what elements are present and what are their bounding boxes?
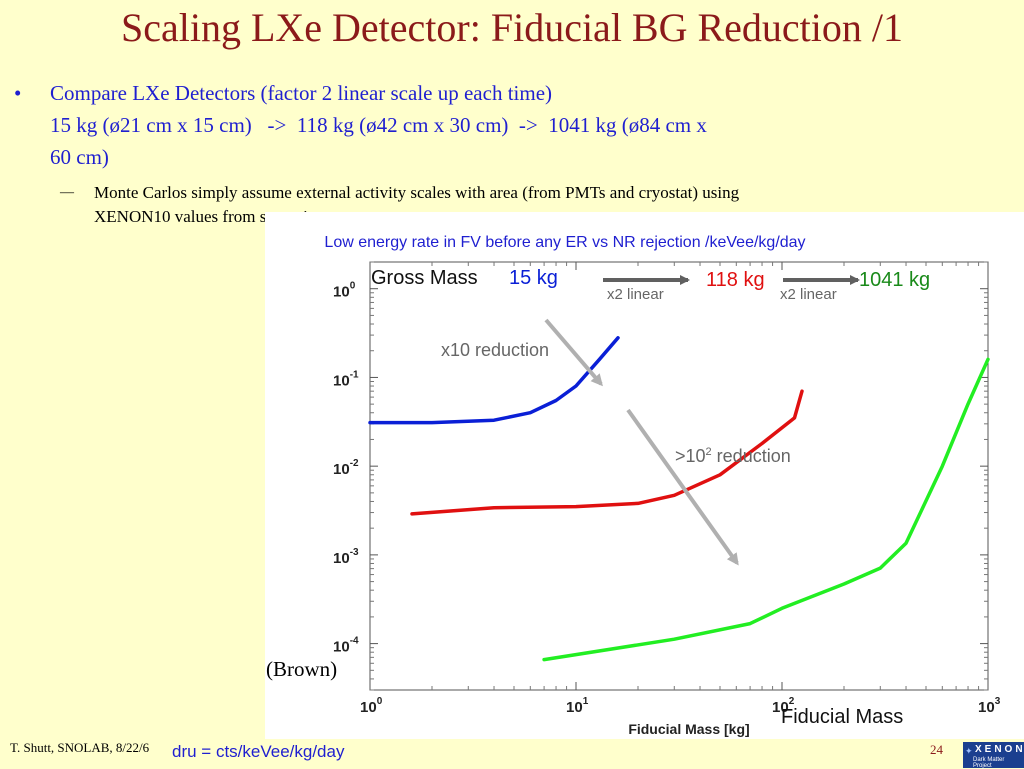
series-line-1041-kg	[542, 357, 990, 662]
reduction-arrow-2	[626, 408, 739, 566]
bullet-line-2: 15 kg (ø21 cm x 15 cm) -> 118 kg (ø42 cm…	[50, 113, 707, 137]
reduction-100-label: >102 reduction	[675, 446, 791, 466]
series-layer	[368, 336, 990, 662]
bullet-line-3: 60 cm)	[50, 145, 109, 169]
plot-frame	[369, 261, 989, 691]
sub-bullet-line-1: Monte Carlos simply assume external acti…	[94, 183, 740, 202]
series-line-15-kg	[368, 336, 620, 425]
bullet-marker: •	[14, 81, 22, 105]
y-tick-label: 100	[333, 281, 356, 301]
logo-subtext: Dark Matter Project	[973, 757, 1005, 769]
x-tick-label: 100	[360, 696, 383, 716]
x-axis-label-large: Fiducial Mass	[781, 706, 903, 728]
annotation-layer: Gross Mass 15 kg 118 kg 1041 kg x2 linea…	[266, 267, 930, 737]
reduction-arrow-1	[544, 318, 603, 387]
logo-mark-icon: ✦	[965, 746, 973, 756]
y-tick-label: 10-4	[333, 636, 359, 656]
axes-layer: 100 101 102 103 100 10-1 10-2 10-3 10-4	[333, 261, 1001, 716]
brown-credit: (Brown)	[266, 657, 337, 681]
background-rate-chart: Low energy rate in FV before any ER vs N…	[266, 234, 1001, 737]
chart-title: Low energy rate in FV before any ER vs N…	[324, 234, 805, 251]
y-tick-label: 10-3	[333, 547, 359, 567]
series-label-1041kg: 1041 kg	[859, 269, 930, 291]
footer-unit-note: dru = cts/keVee/kg/day	[172, 742, 345, 761]
page-number: 24	[930, 742, 943, 757]
gross-mass-label: Gross Mass	[371, 267, 478, 289]
series-label-118kg: 118 kg	[706, 269, 765, 291]
series-label-15kg: 15 kg	[509, 267, 558, 289]
y-tick-label: 10-2	[333, 458, 359, 478]
x10-reduction-label: x10 reduction	[441, 340, 549, 360]
x-axis-label: Fiducial Mass [kg]	[628, 721, 749, 737]
x2-linear-label-2: x2 linear	[780, 286, 837, 303]
footer-author: T. Shutt, SNOLAB, 8/22/6	[10, 740, 150, 755]
series-line-118-kg	[410, 389, 804, 516]
x-tick-label: 102	[772, 696, 795, 716]
xenon-logo: ✦ XENON Dark Matter Project	[963, 742, 1024, 769]
sub-bullet-marker: —	[60, 185, 74, 200]
bullet-line-1: Compare LXe Detectors (factor 2 linear s…	[50, 81, 553, 105]
y-tick-label: 10-1	[333, 369, 359, 389]
x-tick-label: 101	[566, 696, 589, 716]
plot-panel: Low energy rate in FV before any ER vs N…	[265, 212, 1024, 739]
bullet-text: Compare LXe Detectors (factor 2 linear s…	[50, 77, 900, 173]
x2-linear-label-1: x2 linear	[607, 286, 664, 303]
logo-word: XENON	[975, 744, 1024, 755]
x-tick-label: 103	[978, 696, 1001, 716]
slide-title: Scaling LXe Detector: Fiducial BG Reduct…	[120, 5, 904, 50]
